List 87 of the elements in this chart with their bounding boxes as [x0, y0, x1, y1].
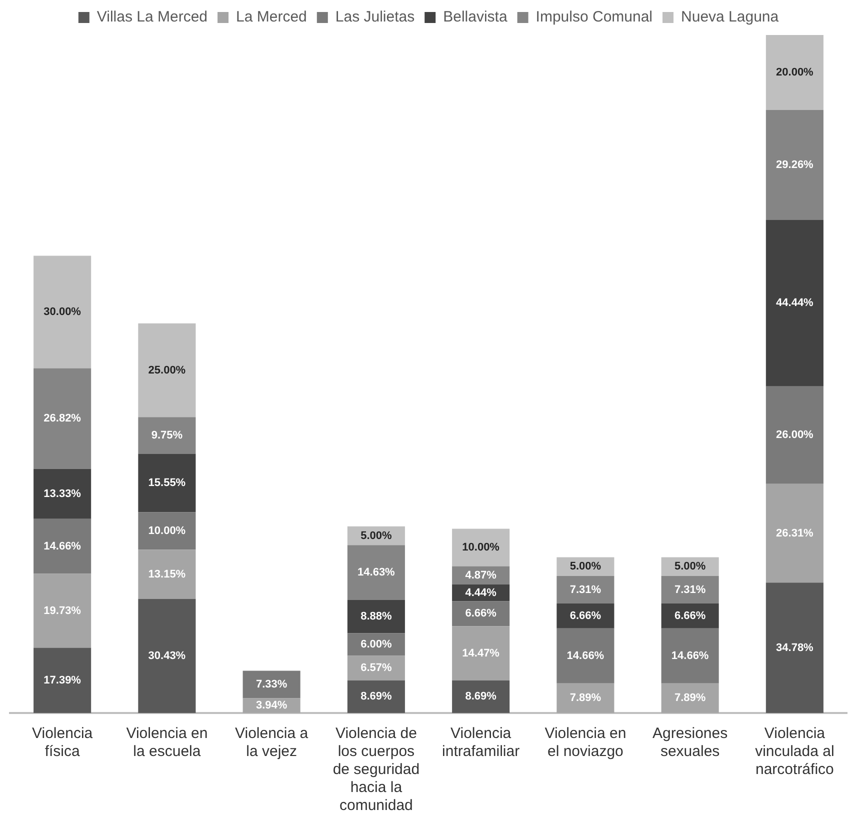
- legend-label: Las Julietas: [335, 8, 415, 26]
- bar: [556, 628, 614, 684]
- bar: [452, 528, 510, 566]
- data-label: 3.94%: [256, 700, 288, 712]
- x-tick-label: Violencia física: [32, 725, 94, 760]
- bar: [34, 468, 92, 519]
- bar: [138, 323, 196, 418]
- bar: [138, 550, 196, 599]
- data-label: 13.15%: [148, 568, 186, 580]
- bar: [452, 680, 510, 713]
- x-tick-label: Violencia a la vejez: [235, 725, 309, 760]
- x-tick-label: Violencia en el noviazgo: [544, 725, 626, 760]
- data-label: 8.69%: [360, 690, 392, 703]
- bar: [766, 582, 824, 713]
- data-label: 6.66%: [465, 608, 497, 620]
- data-label: 34.78%: [776, 642, 814, 654]
- data-label: 14.66%: [671, 650, 709, 662]
- bar: [138, 417, 196, 454]
- data-label: 8.69%: [465, 690, 497, 703]
- bar: [452, 626, 510, 680]
- bar: [347, 600, 405, 634]
- data-label: 15.55%: [148, 476, 186, 489]
- bar: [34, 648, 92, 713]
- data-label: 6.00%: [360, 638, 392, 651]
- bar: [766, 220, 824, 386]
- data-label: 30.43%: [148, 650, 186, 662]
- data-label: 14.63%: [358, 566, 396, 579]
- data-label: 20.00%: [776, 66, 814, 79]
- bar: [242, 670, 300, 698]
- data-label: 10.00%: [462, 542, 500, 554]
- data-label: 7.89%: [570, 692, 602, 704]
- data-label: 7.31%: [570, 584, 602, 596]
- legend-label: Nueva Laguna: [681, 8, 780, 26]
- data-label: 14.66%: [44, 540, 82, 552]
- x-tick-label: Violencia vinculada al narcotráfico: [755, 725, 834, 778]
- bar: [34, 518, 92, 574]
- x-tick-label: Violencia en la escuela: [126, 725, 208, 760]
- data-label: 5.00%: [570, 560, 602, 573]
- data-label: 10.00%: [148, 524, 186, 537]
- bar: [138, 598, 196, 713]
- data-label: 13.33%: [44, 488, 82, 500]
- bar: [556, 683, 614, 713]
- bar: [661, 683, 719, 713]
- bar: [347, 680, 405, 713]
- bar: [34, 574, 92, 648]
- data-label: 6.66%: [674, 610, 706, 622]
- data-label: 17.39%: [44, 674, 82, 686]
- bar: [661, 628, 719, 684]
- data-label: 8.88%: [360, 610, 392, 623]
- data-label: 29.26%: [776, 158, 814, 171]
- x-tick-label: Violencia intrafamiliar: [442, 725, 520, 760]
- bar: [766, 386, 824, 484]
- data-label: 14.47%: [462, 647, 500, 660]
- data-label: 6.57%: [360, 662, 392, 674]
- bar: [661, 576, 719, 604]
- data-label: 9.75%: [151, 429, 183, 442]
- data-label: 19.73%: [44, 604, 82, 617]
- legend-label: Impulso Comunal: [536, 8, 653, 26]
- bar: [766, 110, 824, 220]
- data-label: 6.66%: [570, 610, 602, 622]
- data-label: 25.00%: [148, 364, 186, 376]
- legend-label: Villas La Merced: [96, 8, 208, 26]
- data-label: 7.31%: [674, 584, 706, 596]
- data-label: 4.44%: [465, 586, 497, 599]
- bar: [766, 35, 824, 110]
- bar: [34, 368, 92, 469]
- bar: [138, 512, 196, 550]
- bar: [556, 576, 614, 604]
- data-label: 7.89%: [674, 692, 706, 704]
- data-label: 26.00%: [776, 429, 814, 442]
- data-label: 5.00%: [674, 560, 706, 573]
- bar: [138, 454, 196, 512]
- legend-label: Bellavista: [443, 8, 508, 26]
- data-label: 4.87%: [465, 569, 497, 582]
- bar: [34, 256, 92, 368]
- data-label: 30.00%: [44, 306, 82, 318]
- data-label: 14.66%: [566, 650, 604, 662]
- x-tick-label: Violencia de los cuerpos de seguridad hacia la comunidad: [332, 725, 420, 814]
- legend-label: La Merced: [236, 8, 307, 26]
- data-label: 44.44%: [776, 297, 814, 310]
- bar: [347, 545, 405, 600]
- data-label: 5.00%: [360, 530, 392, 542]
- bar: [766, 484, 824, 583]
- x-tick-label: Agresiones sexuales: [652, 725, 728, 760]
- data-label: 26.82%: [44, 412, 82, 425]
- data-label: 7.33%: [256, 678, 288, 691]
- data-label: 26.31%: [776, 527, 814, 540]
